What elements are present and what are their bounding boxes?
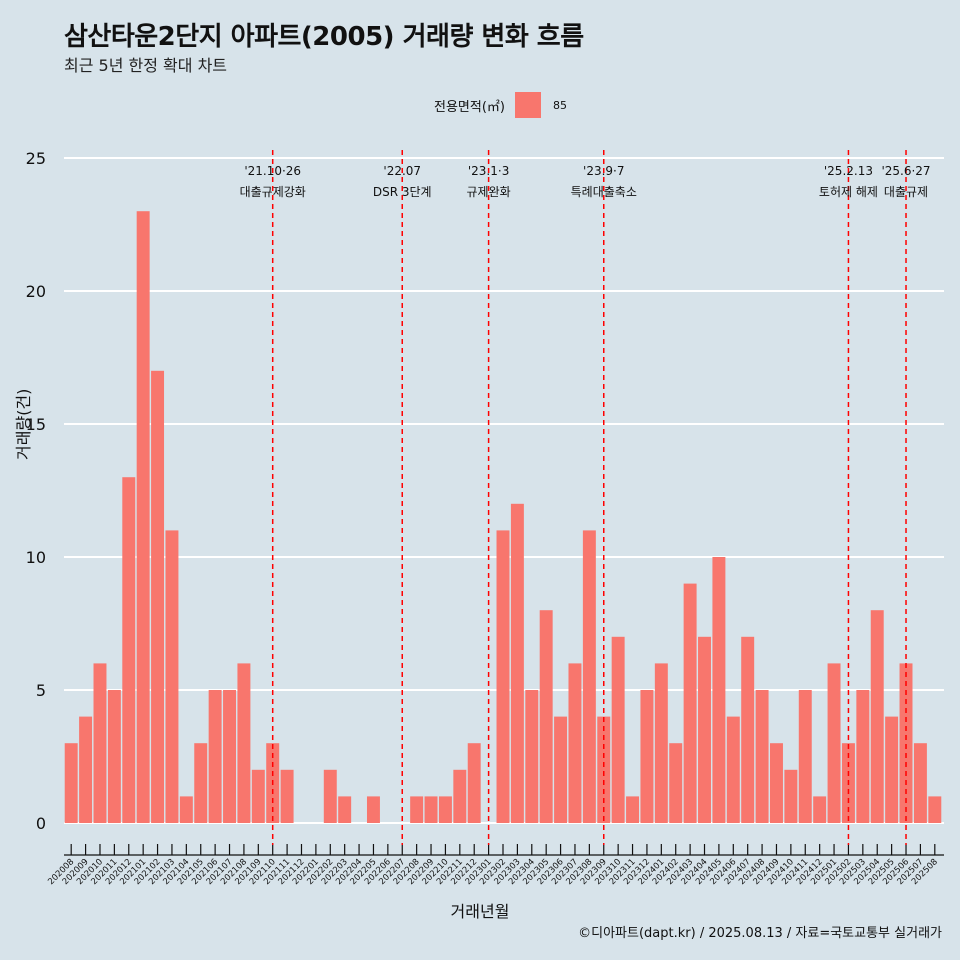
bar xyxy=(654,663,668,823)
bar xyxy=(712,557,726,823)
bar xyxy=(726,716,740,823)
bar xyxy=(280,769,294,823)
event-date: '23.9·7 xyxy=(583,164,624,178)
bar xyxy=(899,663,913,823)
y-tick-label: 0 xyxy=(36,814,46,833)
bar xyxy=(698,636,711,823)
y-tick-label: 5 xyxy=(36,681,46,700)
chart-subtitle: 최근 5년 한정 확대 차트 xyxy=(64,56,228,75)
legend-swatch xyxy=(514,92,541,118)
bar xyxy=(669,743,683,823)
event-date: '25.2.13 xyxy=(824,164,873,178)
bar xyxy=(79,716,93,823)
bar xyxy=(136,211,150,823)
bar xyxy=(827,663,841,823)
y-axis-label: 거래량(건) xyxy=(14,388,33,460)
bar xyxy=(93,663,107,823)
y-tick-label: 15 xyxy=(26,415,46,434)
bar xyxy=(323,769,337,823)
bar xyxy=(453,769,467,823)
bar xyxy=(467,743,481,823)
bar xyxy=(424,796,438,823)
bar xyxy=(338,796,352,823)
bar xyxy=(237,663,251,823)
bar xyxy=(568,663,582,823)
bar xyxy=(496,530,510,823)
bar xyxy=(813,796,827,823)
source-caption: ©디아파트(dapt.kr) / 2025.08.13 / 자료=국토교통부 실… xyxy=(578,926,942,941)
bar xyxy=(194,743,208,823)
bar xyxy=(539,610,553,823)
y-tick-label: 20 xyxy=(26,282,46,301)
bar xyxy=(885,716,899,823)
bar xyxy=(151,370,165,823)
bar xyxy=(223,690,237,823)
event-date: '22.07 xyxy=(383,164,421,178)
bar xyxy=(856,690,870,823)
y-tick-label: 10 xyxy=(26,548,46,567)
event-label: 대출규제 xyxy=(884,185,928,199)
y-tick-label: 25 xyxy=(26,149,46,168)
bar xyxy=(525,690,539,823)
bar xyxy=(179,796,193,823)
legend: 전용면적(㎡) 85 xyxy=(434,92,567,118)
event-date: '25.6·27 xyxy=(881,164,930,178)
event-label: DSR 3단계 xyxy=(373,185,432,199)
bar xyxy=(741,636,755,823)
bar xyxy=(640,690,654,823)
bar xyxy=(626,796,640,823)
bar xyxy=(611,636,625,823)
bar xyxy=(769,743,783,823)
bar xyxy=(122,477,136,823)
event-label: 대출규제강화 xyxy=(240,185,306,199)
bar xyxy=(784,769,798,823)
bar xyxy=(165,530,179,823)
bar xyxy=(683,583,697,823)
bar xyxy=(208,690,222,823)
bar xyxy=(438,796,452,823)
bar xyxy=(554,716,568,823)
bar xyxy=(510,503,524,823)
bar xyxy=(755,690,769,823)
chart-title: 삼산타운2단지 아파트(2005) 거래량 변화 흐름 xyxy=(64,22,584,52)
bar xyxy=(251,769,265,823)
event-date: '21.10·26 xyxy=(244,164,301,178)
bar xyxy=(928,796,942,823)
bar xyxy=(107,690,121,823)
bar xyxy=(64,743,78,823)
event-label: 규제완화 xyxy=(467,185,511,199)
event-label: 특례대출축소 xyxy=(571,185,637,199)
bar xyxy=(366,796,380,823)
bar xyxy=(913,743,927,823)
legend-label: 85 xyxy=(552,98,567,112)
bar xyxy=(410,796,424,823)
bar xyxy=(597,716,611,823)
event-date: '23.1·3 xyxy=(468,164,509,178)
bar xyxy=(582,530,596,823)
event-label: 토허제 해제 xyxy=(819,185,878,199)
bar xyxy=(870,610,884,823)
x-axis-label: 거래년월 xyxy=(450,902,510,921)
legend-title: 전용면적(㎡) xyxy=(434,99,505,115)
bar xyxy=(798,690,812,823)
